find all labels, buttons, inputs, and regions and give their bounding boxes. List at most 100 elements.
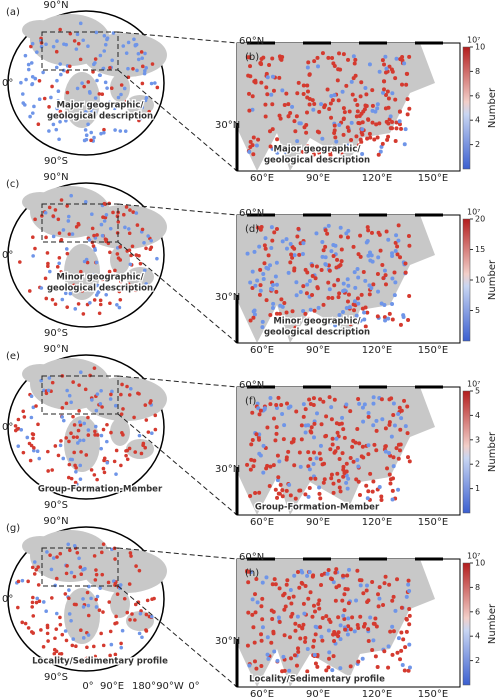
record-dot — [274, 425, 279, 430]
record-dot — [93, 424, 98, 429]
record-dot — [29, 415, 34, 420]
record-dot — [289, 656, 294, 661]
record-dot — [338, 637, 343, 642]
record-dot — [147, 109, 152, 114]
record-dot — [270, 287, 275, 292]
record-dot — [99, 388, 103, 393]
panel-label: (h) — [245, 568, 259, 579]
record-dot — [79, 572, 84, 577]
record-dot — [349, 79, 354, 84]
record-dot — [384, 93, 389, 98]
record-dot — [334, 139, 339, 144]
record-dot — [97, 73, 102, 77]
record-dot — [138, 611, 143, 616]
record-dot — [273, 487, 278, 492]
record-dot — [135, 68, 139, 73]
record-dot — [121, 44, 126, 48]
record-dot — [144, 418, 149, 422]
colorbar-tick-label: 4 — [475, 632, 480, 641]
record-dot — [366, 228, 371, 233]
record-dot — [326, 665, 331, 670]
record-dot — [136, 57, 141, 62]
record-dot — [381, 276, 386, 281]
record-dot — [81, 567, 85, 572]
record-dot — [253, 283, 258, 288]
record-dot — [248, 64, 253, 69]
colorbar — [462, 562, 471, 686]
lat-label: 30°N — [215, 464, 240, 475]
record-dot — [57, 256, 62, 260]
record-dot — [153, 427, 158, 432]
record-dot — [258, 288, 263, 293]
record-dot — [340, 598, 345, 603]
lat-label: 0° — [2, 594, 13, 605]
record-dot — [325, 571, 330, 576]
record-dot — [331, 481, 336, 486]
record-dot — [127, 393, 132, 397]
record-dot — [281, 593, 286, 598]
record-dot — [280, 88, 285, 93]
record-dot — [280, 494, 285, 499]
record-dot — [58, 622, 63, 627]
record-dot — [328, 153, 333, 158]
record-dot — [358, 614, 363, 619]
record-dot — [306, 494, 311, 499]
record-dot — [248, 74, 253, 79]
record-dot — [254, 432, 259, 437]
record-dot — [305, 65, 310, 70]
record-dot — [321, 302, 326, 307]
record-dot — [367, 62, 372, 67]
record-dot — [70, 285, 75, 290]
lat-label: 90°S — [44, 328, 68, 339]
record-dot — [398, 322, 403, 327]
record-dot — [326, 295, 331, 300]
record-dot — [351, 244, 356, 249]
record-dot — [64, 638, 69, 643]
record-dot — [137, 253, 141, 258]
record-dot — [294, 280, 299, 285]
record-dot — [143, 445, 147, 450]
record-dot — [356, 479, 361, 484]
record-dot — [386, 96, 391, 101]
record-dot — [273, 438, 278, 443]
record-dot — [342, 470, 347, 475]
record-dot — [293, 129, 298, 134]
record-dot — [101, 466, 106, 471]
record-dot — [323, 262, 328, 267]
record-dot — [290, 255, 295, 260]
record-dot — [250, 107, 255, 112]
record-dot — [76, 41, 81, 46]
record-dot — [109, 642, 114, 647]
record-dot — [89, 108, 94, 113]
record-dot — [383, 273, 388, 278]
record-dot — [85, 656, 89, 661]
record-dot — [140, 81, 145, 86]
record-dot — [391, 629, 396, 634]
record-dot — [61, 456, 66, 461]
record-dot — [108, 250, 112, 255]
record-dot — [363, 103, 368, 108]
record-dot — [88, 300, 92, 305]
record-dot — [270, 582, 275, 587]
record-dot — [332, 63, 337, 68]
record-dot — [67, 588, 71, 592]
record-dot — [310, 273, 315, 278]
record-dot — [100, 233, 105, 238]
record-dot — [265, 652, 270, 657]
record-dot — [92, 62, 96, 67]
record-dot — [282, 423, 287, 428]
record-dot — [389, 434, 394, 439]
record-dot — [387, 472, 392, 477]
record-dot — [290, 104, 295, 109]
record-dot — [361, 419, 366, 424]
record-dot — [149, 245, 154, 250]
record-dot — [294, 409, 299, 414]
record-dot — [63, 629, 68, 633]
record-dot — [62, 42, 66, 46]
record-dot — [315, 652, 320, 657]
record-dot — [371, 395, 376, 400]
record-dot — [329, 472, 334, 477]
record-dot — [149, 238, 153, 243]
record-dot — [302, 125, 307, 130]
record-dot — [99, 433, 104, 438]
